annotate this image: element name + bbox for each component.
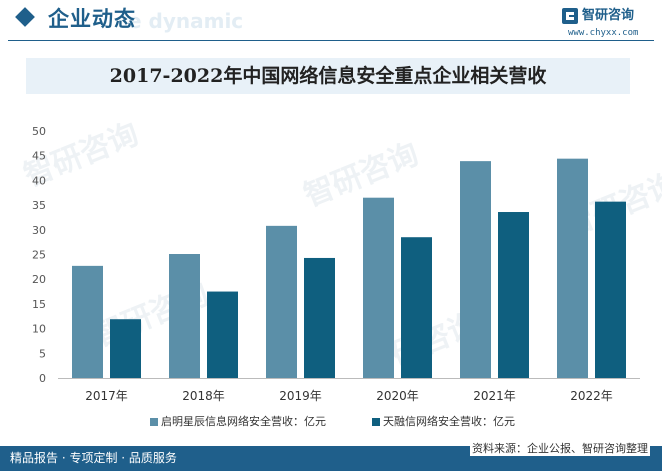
brand-url: www.chyxx.com: [568, 28, 639, 38]
y-tick-label: 20: [32, 273, 46, 286]
y-tick-label: 10: [32, 323, 46, 336]
bar-series-a: [363, 197, 394, 378]
bar-series-a: [169, 254, 200, 378]
bar-series-a: [266, 225, 297, 378]
bar-series-a: [557, 158, 588, 378]
section-subtitle: e dynamic: [128, 9, 244, 33]
y-tick-label: 50: [32, 125, 46, 138]
x-tick-label: 2021年: [473, 389, 516, 403]
legend-swatch: [372, 418, 380, 426]
legend-swatch: [150, 418, 158, 426]
x-tick-label: 2022年: [570, 389, 613, 403]
y-tick-label: 5: [39, 347, 46, 360]
bar-series-b: [207, 291, 238, 378]
bar-series-a: [460, 161, 491, 378]
footer-bar: 精品报告 · 专项定制 · 品质服务: [0, 446, 662, 471]
section-title: 企业动态: [48, 7, 136, 31]
y-tick-label: 40: [32, 174, 46, 187]
x-tick-label: 2018年: [182, 389, 225, 403]
y-tick-label: 25: [32, 249, 46, 262]
diamond-icon: [15, 7, 35, 27]
x-tick-label: 2020年: [376, 389, 419, 403]
brand: 智研咨询 www.chyxx.com: [562, 6, 658, 40]
bar-chart: 0 5 10 15 20 25 30 35 40 45 50 2017年 2018年 2019年 2020年…: [32, 125, 640, 403]
chyxx-logo-icon: [562, 8, 578, 24]
data-source: 资料来源：企业公报、智研咨询整理: [470, 442, 650, 456]
bar-series-b: [498, 212, 529, 378]
y-tick-label: 45: [32, 150, 46, 163]
x-tick-label: 2019年: [279, 389, 322, 403]
x-tick-label: 2017年: [85, 389, 128, 403]
bar-series-b: [401, 237, 432, 378]
bar-series-b: [110, 319, 141, 378]
chart-title-band: 2017-2022年中国网络信息安全重点企业相关营收: [26, 58, 630, 94]
y-tick-label: 15: [32, 298, 46, 311]
footer-tagline: 精品报告 · 专项定制 · 品质服务: [10, 451, 177, 465]
brand-name: 智研咨询: [582, 8, 635, 23]
y-tick-label: 0: [39, 372, 46, 385]
legend-label: 启明星辰信息网络安全营收：亿元: [161, 415, 326, 428]
legend-label: 天融信网络安全营收：亿元: [383, 415, 515, 428]
bar-series-b: [595, 201, 626, 378]
bar-series-b: [304, 257, 335, 378]
section-header: e dynamic 企业动态 智研咨询 www.chyxx.com: [0, 0, 662, 44]
legend: 启明星辰信息网络安全营收：亿元 天融信网络安全营收：亿元: [150, 412, 570, 432]
chart-title: 2017-2022年中国网络信息安全重点企业相关营收: [109, 65, 547, 87]
header-divider: [8, 40, 654, 41]
y-tick-label: 35: [32, 199, 46, 212]
bar-series-a: [72, 265, 103, 378]
y-tick-label: 30: [32, 224, 46, 237]
